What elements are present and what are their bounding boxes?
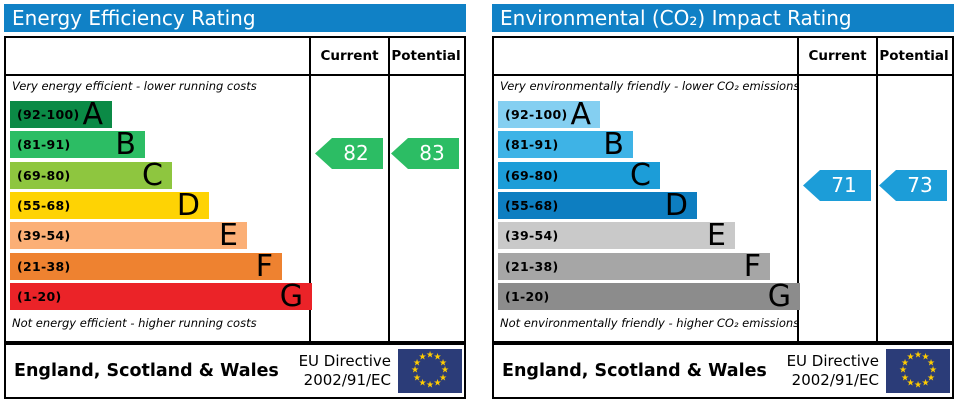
band-row-a: (92-100) A (498, 97, 600, 132)
band-range-label: (39-54) (505, 228, 559, 243)
band-letter: D (664, 188, 688, 223)
band-letter: B (115, 127, 136, 162)
region-label: England, Scotland & Wales (502, 361, 767, 381)
eu-flag-icon: ★ ★ ★ ★ ★ ★ ★ ★ ★ ★ ★ ★ (398, 349, 462, 393)
band-row-c: (69-80) C (10, 158, 172, 193)
band-letter: A (570, 97, 591, 132)
eu-star-icon: ★ (913, 350, 923, 361)
band-row-a: (92-100) A (10, 97, 112, 132)
eu-star-icon: ★ (418, 352, 427, 363)
eu-star-icon: ★ (438, 358, 448, 368)
band-letter: G (767, 279, 791, 314)
eu-star-icon: ★ (412, 373, 422, 383)
band-range-label: (39-54) (17, 228, 71, 243)
band-row-e: (39-54) E (10, 218, 247, 253)
eu-star-icon: ★ (898, 365, 908, 376)
band-row-b: (81-91) B (498, 127, 633, 162)
note-top: Very energy efficient - lower running co… (12, 79, 257, 93)
note-top: Very environmentally friendly - lower CO… (500, 79, 800, 93)
rating-table: Current Potential Very energy efficient … (4, 36, 466, 343)
eu-star-icon: ★ (921, 378, 930, 389)
energy-efficiency-panel: Energy Efficiency Rating Current Potenti… (4, 4, 466, 400)
potential-rating-arrow: 83 (391, 138, 459, 169)
band-letter: D (176, 188, 200, 223)
column-divider (388, 38, 390, 341)
eu-star-icon: ★ (921, 352, 930, 363)
band-row-f: (21-38) F (10, 249, 282, 284)
current-rating-arrow: 82 (315, 138, 383, 169)
eu-star-icon: ★ (418, 378, 427, 389)
eu-star-icon: ★ (900, 358, 910, 368)
panel-title: Energy Efficiency Rating (4, 4, 466, 32)
region-label: England, Scotland & Wales (14, 361, 279, 381)
column-divider (797, 38, 799, 341)
potential-rating-arrow: 73 (879, 170, 947, 201)
eu-flag-icon: ★ ★ ★ ★ ★ ★ ★ ★ ★ ★ ★ ★ (886, 349, 950, 393)
band-range-label: (69-80) (17, 168, 71, 183)
column-divider (876, 38, 878, 341)
band-letter: E (219, 218, 238, 253)
eu-star-icon: ★ (928, 365, 938, 376)
environmental-impact-panel: Environmental (CO₂) Impact Rating Curren… (492, 4, 954, 400)
band-row-g: (1-20) G (498, 279, 800, 314)
band-letter: G (279, 279, 303, 314)
panel-footer: England, Scotland & Wales EU Directive 2… (4, 343, 466, 399)
band-letter: A (82, 97, 103, 132)
column-header-current: Current (808, 48, 867, 64)
header-row-divider (6, 74, 464, 76)
band-row-d: (55-68) D (10, 188, 209, 223)
band-row-d: (55-68) D (498, 188, 697, 223)
band-row-e: (39-54) E (498, 218, 735, 253)
column-header-potential: Potential (879, 48, 949, 64)
band-range-label: (1-20) (505, 289, 550, 304)
band-letter: C (142, 158, 163, 193)
eu-star-icon: ★ (425, 350, 435, 361)
current-rating-arrow: 71 (803, 170, 871, 201)
band-row-f: (21-38) F (498, 249, 770, 284)
eu-star-icon: ★ (425, 380, 435, 391)
band-row-g: (1-20) G (10, 279, 312, 314)
header-row-divider (494, 74, 952, 76)
eu-star-icon: ★ (410, 365, 420, 376)
band-row-b: (81-91) B (10, 127, 145, 162)
band-letter: E (707, 218, 726, 253)
eu-star-icon: ★ (438, 373, 448, 383)
band-letter: B (603, 127, 624, 162)
note-bottom: Not energy efficient - higher running co… (12, 316, 257, 330)
band-range-label: (55-68) (17, 198, 71, 213)
eu-star-icon: ★ (906, 378, 915, 389)
eu-star-icon: ★ (433, 378, 442, 389)
band-range-label: (21-38) (17, 259, 71, 274)
eu-star-icon: ★ (412, 358, 422, 368)
eu-star-icon: ★ (913, 380, 923, 391)
eu-star-icon: ★ (926, 373, 936, 383)
eu-star-icon: ★ (906, 352, 915, 363)
panel-footer: England, Scotland & Wales EU Directive 2… (492, 343, 954, 399)
band-letter: F (743, 249, 761, 284)
band-letter: C (630, 158, 651, 193)
column-header-potential: Potential (391, 48, 461, 64)
band-range-label: (1-20) (17, 289, 62, 304)
rating-table: Current Potential Very environmentally f… (492, 36, 954, 343)
column-divider (309, 38, 311, 341)
band-range-label: (92-100) (505, 107, 568, 122)
eu-directive-label: EU Directive 2002/91/EC (298, 351, 391, 390)
eu-star-icon: ★ (926, 358, 936, 368)
band-range-label: (21-38) (505, 259, 559, 274)
band-range-label: (55-68) (505, 198, 559, 213)
band-range-label: (69-80) (505, 168, 559, 183)
band-letter: F (255, 249, 273, 284)
eu-directive-label: EU Directive 2002/91/EC (786, 351, 879, 390)
eu-star-icon: ★ (433, 352, 442, 363)
eu-star-icon: ★ (900, 373, 910, 383)
eu-star-icon: ★ (440, 365, 450, 376)
band-range-label: (81-91) (17, 137, 71, 152)
panel-title: Environmental (CO₂) Impact Rating (492, 4, 954, 32)
column-header-current: Current (320, 48, 379, 64)
band-row-c: (69-80) C (498, 158, 660, 193)
band-range-label: (92-100) (17, 107, 80, 122)
note-bottom: Not environmentally friendly - higher CO… (500, 316, 800, 330)
band-range-label: (81-91) (505, 137, 559, 152)
